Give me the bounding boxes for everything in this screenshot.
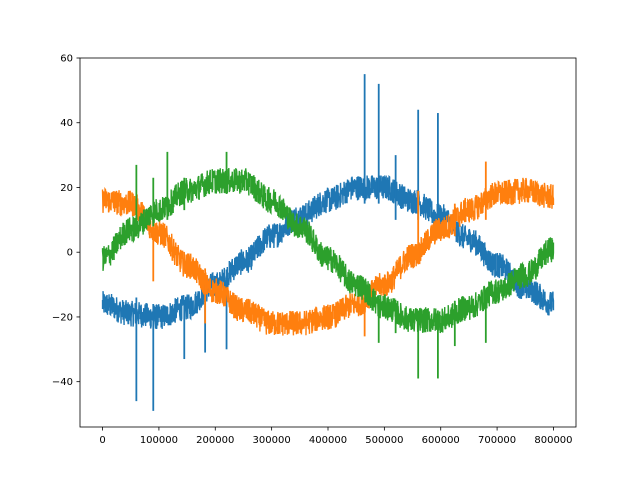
x-tick-label: 700000 (478, 435, 516, 446)
x-tick-label: 600000 (422, 435, 460, 446)
y-tick-label: −20 (52, 312, 73, 323)
x-tick-label: 500000 (365, 435, 403, 446)
x-tick-label: 0 (99, 435, 105, 446)
series-layer (101, 74, 555, 411)
series-2-line (101, 177, 555, 336)
x-tick-label: 800000 (534, 435, 572, 446)
axes-layer: 0 100000 200000 300000 400000 500000 600000 700… (52, 54, 577, 446)
y-tick-label: 60 (60, 54, 73, 65)
series-2 (101, 161, 555, 337)
x-tick-label: 200000 (196, 435, 234, 446)
x-tick-label: 100000 (140, 435, 178, 446)
x-tick-label: 300000 (253, 435, 291, 446)
y-tick-label: 20 (60, 183, 73, 194)
series-3-line (101, 168, 555, 334)
series-3 (101, 151, 555, 379)
y-tick-label: 0 (67, 248, 73, 259)
x-tick-label: 400000 (309, 435, 347, 446)
y-tick-label: 40 (60, 118, 73, 129)
series-1-line (101, 174, 555, 330)
y-tick-label: −40 (52, 377, 73, 388)
